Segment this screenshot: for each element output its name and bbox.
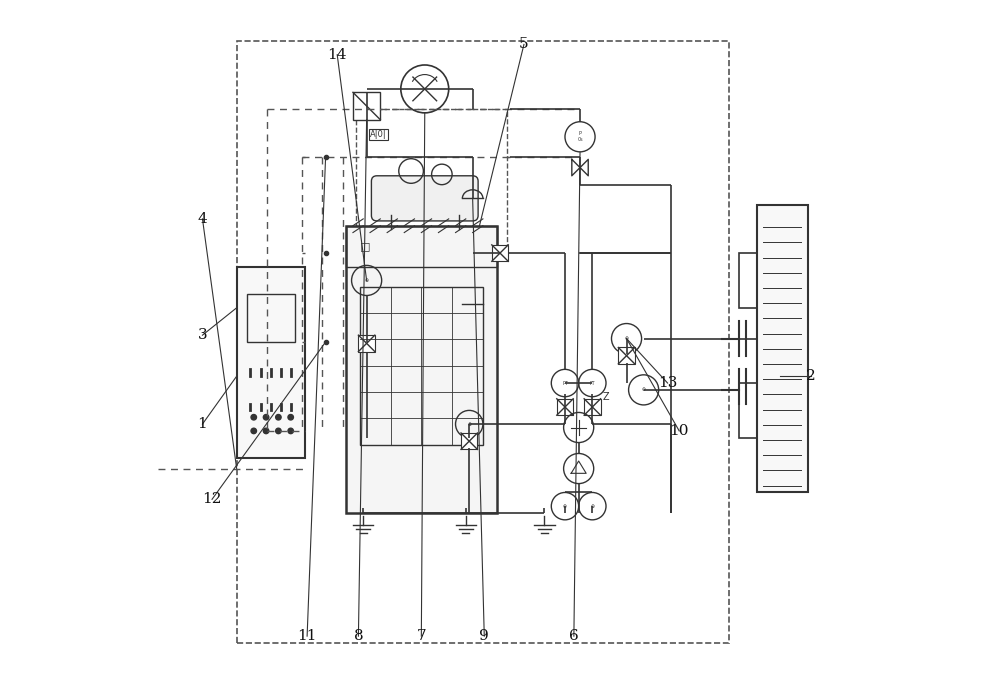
Text: 6: 6	[569, 629, 579, 643]
Bar	[461, 433, 477, 449]
Bar	[247, 294, 295, 342]
Bar	[346, 226, 497, 267]
Text: 7: 7	[417, 629, 426, 643]
Text: PT: PT	[562, 380, 568, 386]
Text: 4: 4	[198, 212, 207, 226]
Text: 11: 11	[297, 629, 317, 643]
Circle shape	[251, 428, 256, 434]
Bar	[353, 92, 380, 120]
Text: 5: 5	[519, 38, 529, 51]
Circle shape	[263, 415, 269, 420]
Text: 2: 2	[806, 369, 816, 383]
Text: ⊕: ⊕	[563, 503, 567, 509]
Text: P
0s: P 0s	[577, 131, 583, 142]
Bar	[618, 347, 635, 364]
Circle shape	[276, 415, 281, 420]
Text: 3: 3	[198, 328, 207, 342]
Bar	[739, 383, 757, 438]
Bar	[360, 287, 483, 445]
Bar	[492, 245, 508, 261]
Text: 1: 1	[198, 417, 207, 431]
Circle shape	[251, 415, 256, 420]
Bar	[739, 253, 757, 308]
Bar	[757, 205, 808, 492]
Text: 9: 9	[479, 629, 489, 643]
Text: ⊕: ⊕	[467, 421, 471, 427]
Text: ⊕: ⊕	[365, 278, 369, 283]
Bar	[237, 267, 305, 458]
Text: Z: Z	[603, 392, 609, 402]
FancyBboxPatch shape	[371, 176, 478, 221]
Text: FT: FT	[590, 380, 595, 386]
Circle shape	[288, 428, 293, 434]
Bar	[584, 399, 601, 415]
Bar	[237, 41, 729, 643]
Bar	[557, 399, 573, 415]
Circle shape	[288, 415, 293, 420]
Text: ⊕: ⊕	[642, 387, 646, 393]
Text: 10: 10	[669, 424, 689, 438]
Text: 12: 12	[202, 492, 222, 506]
Text: 13: 13	[658, 376, 677, 390]
Text: ⊕: ⊕	[590, 503, 594, 509]
Text: ⊕: ⊕	[624, 336, 629, 341]
Text: 8: 8	[354, 629, 363, 643]
Text: □: □	[360, 241, 370, 251]
Bar	[346, 226, 497, 513]
Text: A|0|: A|0|	[370, 130, 387, 139]
Bar	[358, 335, 375, 352]
Text: 14: 14	[327, 48, 347, 62]
Bar	[356, 109, 507, 260]
Circle shape	[276, 428, 281, 434]
Circle shape	[263, 428, 269, 434]
